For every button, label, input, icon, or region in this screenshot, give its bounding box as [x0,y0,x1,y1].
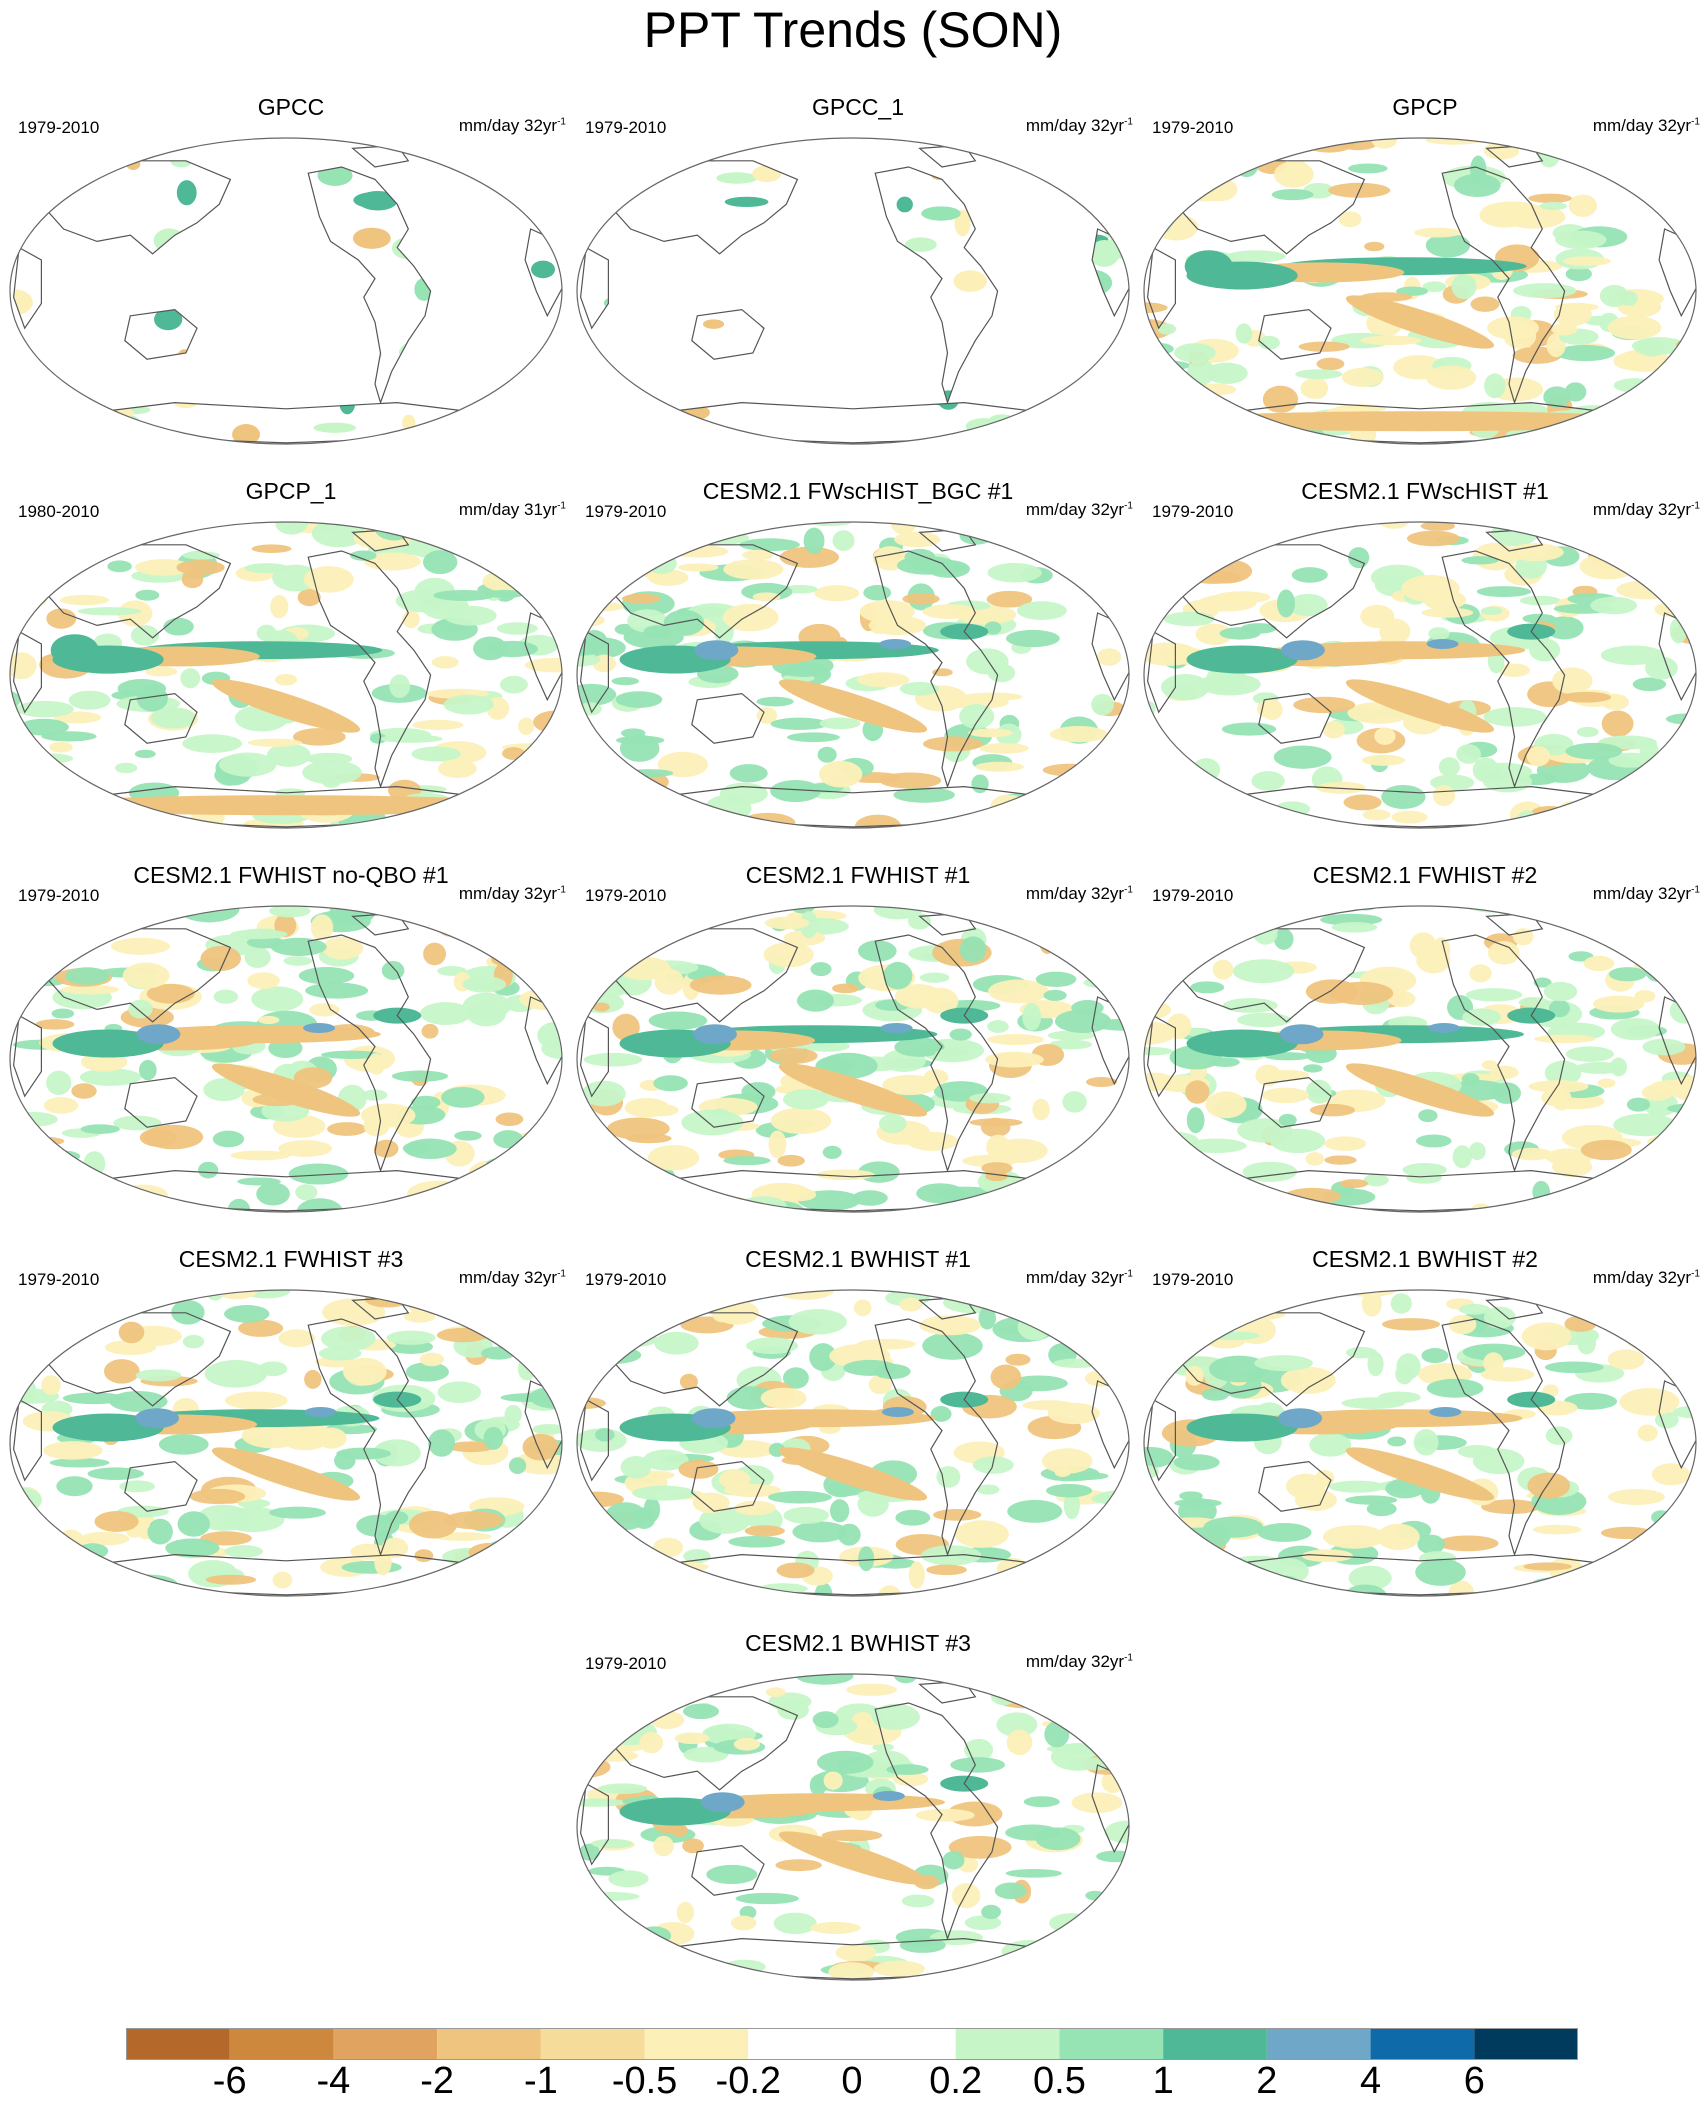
map-panel: CESM2.1 FWHIST #3 1979-2010 mm/day 32yr-1 [8,1244,574,1604]
colorbar-swatch [748,2028,852,2060]
panel-units: mm/day 32yr-1 [1025,500,1133,519]
panel-period: 1979-2010 [18,118,100,137]
panel-units: mm/day 32yr-1 [458,116,566,135]
colorbar-tick-label: 2 [1256,2060,1278,2102]
map-panel: CESM2.1 BWHIST #3 1979-2010 mm/day 32yr-1 [575,1628,1141,1988]
panel-period: 1979-2010 [1152,886,1234,905]
panel-title: GPCP [1392,94,1458,120]
map-panel: CESM2.1 FWHIST #2 1979-2010 mm/day 32yr-1 [1142,860,1706,1220]
panel-title: CESM2.1 BWHIST #2 [1312,1246,1538,1272]
panel-units: mm/day 32yr-1 [1592,1268,1700,1287]
map-projection [576,1673,1130,1981]
map-projection [1143,905,1697,1213]
panel-period: 1979-2010 [1152,502,1234,521]
map-projection [576,1289,1130,1597]
map-panel: CESM2.1 FWscHIST #1 1979-2010 mm/day 32yr-… [1142,476,1706,836]
map-panel: GPCC 1979-2010 mm/day 32yr-1 [8,92,574,452]
colorbar-swatch [1163,2028,1267,2060]
panel-period: 1979-2010 [585,502,667,521]
colorbar-tick-label: -1 [523,2060,558,2102]
colorbar-tick-label: 0.5 [1033,2060,1086,2102]
panel-title: GPCC [257,94,325,120]
colorbar-tick-label: 0.2 [929,2060,983,2102]
map-panel: CESM2.1 FWHIST no-QBO #1 1979-2010 mm/day … [8,860,574,1220]
panel-units: mm/day 32yr-1 [1025,116,1133,135]
panel-period: 1979-2010 [18,1270,100,1289]
map-projection [9,521,563,829]
panel-period: 1979-2010 [585,118,667,137]
colorbar-tick-label: -2 [420,2060,455,2102]
panel-title: CESM2.1 FWscHIST #1 [1301,478,1549,504]
panel-period: 1979-2010 [18,886,100,905]
map-panel: CESM2.1 BWHIST #1 1979-2010 mm/day 32yr-1 [575,1244,1141,1604]
map-projection [576,137,1130,445]
colorbar-swatch [852,2028,956,2060]
panel-units: mm/day 32yr-1 [1592,116,1700,135]
panel-units: mm/day 32yr-1 [1025,1268,1133,1287]
colorbar-swatch [540,2028,645,2060]
panel-period: 1979-2010 [585,1654,667,1673]
map-projection [9,905,563,1213]
colorbar-swatch [126,2028,230,2060]
colorbar-swatch [1266,2028,1371,2060]
map-panel: GPCC_1 1979-2010 mm/day 32yr-1 [575,92,1141,452]
colorbar-swatch [1474,2028,1578,2060]
panel-title: CESM2.1 FWHIST no-QBO #1 [133,862,449,888]
panel-units: mm/day 32yr-1 [1025,1652,1133,1671]
panel-title: CESM2.1 FWHIST #3 [178,1246,404,1272]
panel-units: mm/day 31yr-1 [458,500,566,519]
panel-title: CESM2.1 FWHIST #1 [745,862,971,888]
panel-title: CESM2.1 BWHIST #1 [745,1246,971,1272]
colorbar-tick-label: 6 [1463,2060,1485,2102]
panel-period: 1980-2010 [18,502,100,521]
map-panel: GPCP_1 1980-2010 mm/day 31yr-1 [8,476,574,836]
panel-period: 1979-2010 [585,1270,667,1289]
panel-title: GPCC_1 [811,94,905,120]
panel-units: mm/day 32yr-1 [1592,500,1700,519]
colorbar-swatch [644,2028,749,2060]
map-projection [576,521,1130,829]
colorbar-swatch [1059,2028,1164,2060]
panel-title: CESM2.1 BWHIST #3 [745,1630,971,1656]
colorbar-tick-label: 0 [841,2060,863,2102]
map-projection [576,905,1130,1213]
map-panel: CESM2.1 FWHIST #1 1979-2010 mm/day 32yr-1 [575,860,1141,1220]
colorbar-swatch [437,2028,541,2060]
map-projection [1143,1289,1697,1597]
panel-units: mm/day 32yr-1 [1592,884,1700,903]
colorbar-swatch [333,2028,438,2060]
colorbar-swatch [229,2028,334,2060]
map-panel: CESM2.1 FWscHIST_BGC #1 1979-2010 mm/day 3… [575,476,1141,836]
colorbar [126,2028,1578,2060]
map-projection [9,137,563,445]
colorbar-tick-label: 4 [1359,2060,1382,2102]
colorbar-swatch [1370,2028,1475,2060]
panel-title: CESM2.1 FWHIST #2 [1312,862,1538,888]
map-projection [1143,137,1697,445]
panel-units: mm/day 32yr-1 [1025,884,1133,903]
colorbar-tick-label: -6 [212,2060,247,2102]
colorbar-tick-label: 1 [1152,2060,1174,2102]
colorbar-tick-label: -0.5 [611,2060,678,2102]
map-projection [1143,521,1697,829]
figure-title: PPT Trends (SON) [643,2,1063,58]
panel-period: 1979-2010 [1152,118,1234,137]
colorbar-swatch [955,2028,1060,2060]
map-panel: GPCP 1979-2010 mm/day 32yr-1 [1142,92,1706,452]
panel-title: CESM2.1 FWscHIST_BGC #1 [702,478,1014,504]
panel-period: 1979-2010 [1152,1270,1234,1289]
panel-units: mm/day 32yr-1 [458,1268,566,1287]
map-panel: CESM2.1 BWHIST #2 1979-2010 mm/day 32yr-1 [1142,1244,1706,1604]
colorbar-tick-label: -0.2 [715,2060,782,2102]
panel-title: GPCP_1 [245,478,337,504]
panel-period: 1979-2010 [585,886,667,905]
panel-units: mm/day 32yr-1 [458,884,566,903]
colorbar-tick-label: -4 [316,2060,351,2102]
map-projection [9,1289,563,1597]
